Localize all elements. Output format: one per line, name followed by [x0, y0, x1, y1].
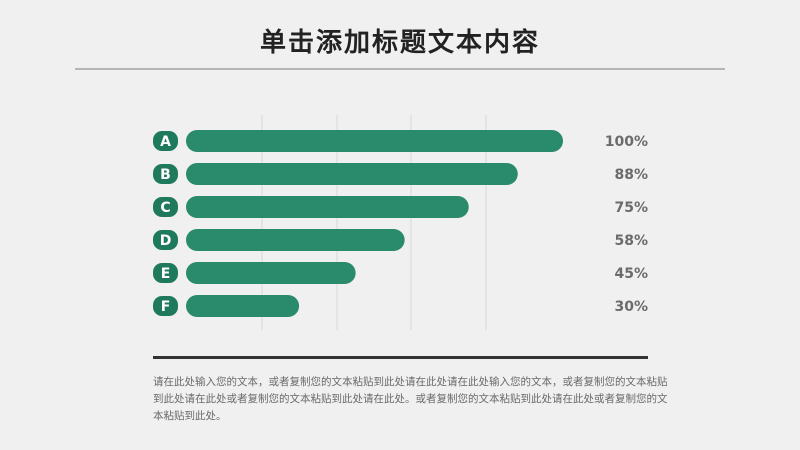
value-label-A: 100% [605, 134, 648, 150]
page-title[interactable]: 单击添加标题文本内容 [259, 28, 540, 58]
badge-E [153, 263, 178, 283]
category-label-E: E [161, 266, 171, 282]
value-label-D: 58% [614, 233, 648, 249]
category-label-F: F [161, 299, 171, 315]
category-label-B: B [160, 167, 171, 183]
bar-B [186, 163, 518, 185]
bar-D [186, 229, 405, 251]
category-label-C: C [160, 200, 170, 216]
badge-B [153, 164, 178, 184]
title-divider [75, 68, 725, 70]
value-label-E: 45% [614, 266, 648, 282]
bar-F [186, 295, 300, 317]
text-divider [153, 356, 648, 359]
value-label-F: 30% [614, 299, 648, 315]
body-text[interactable]: 请在此处输入您的文本，或者复制您的文本粘贴到此处请在此处请在此处输入您的文本，或… [153, 376, 668, 422]
category-label-D: D [160, 233, 172, 249]
badge-C [153, 197, 178, 217]
value-label-C: 75% [614, 200, 648, 216]
bar-E [186, 262, 356, 284]
bar-A [186, 130, 563, 152]
value-label-B: 88% [614, 167, 648, 183]
category-label-A: A [160, 134, 171, 150]
badge-D [153, 230, 178, 250]
badge-F [153, 296, 178, 316]
badge-A [153, 131, 178, 151]
bar-C [186, 196, 469, 218]
